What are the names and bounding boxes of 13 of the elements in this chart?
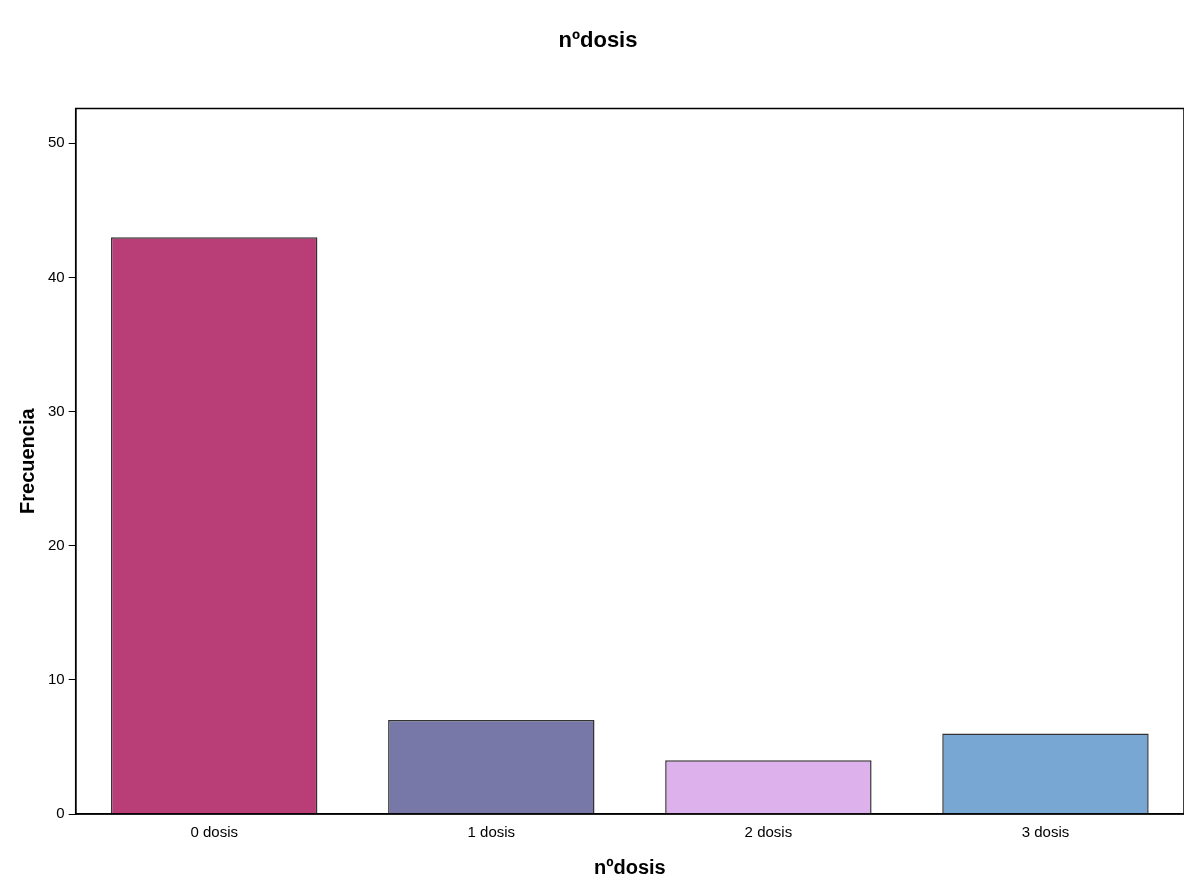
y-tick-label: 0 [56, 804, 65, 822]
y-tick-label: 20 [48, 535, 65, 553]
y-tick-label: 30 [48, 401, 65, 419]
y-axis-title: Frecuencia [15, 407, 38, 514]
x-tick-label: 2 dosis [744, 823, 793, 841]
x-tick-label: 0 dosis [190, 823, 238, 841]
x-tick-label: 3 dosis [1021, 823, 1070, 841]
x-axis-title: nºdosis [593, 855, 666, 878]
y-tick-label: 40 [48, 267, 65, 285]
y-tick-label: 50 [48, 133, 65, 151]
x-tick-label: 1 dosis [467, 823, 516, 841]
y-tick-label: 10 [48, 670, 65, 687]
chart-title: nºdosis [558, 27, 638, 53]
